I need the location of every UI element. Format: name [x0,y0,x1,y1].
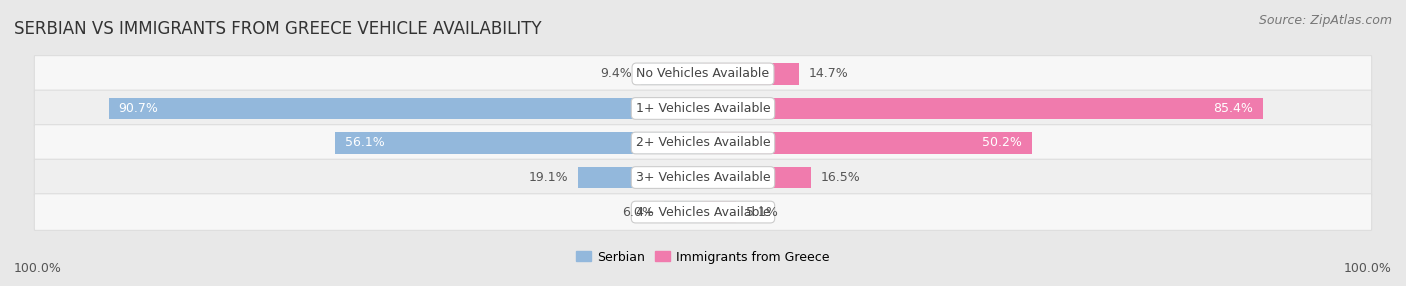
Text: 6.0%: 6.0% [621,206,654,219]
Bar [108,98,703,119]
Bar [336,132,703,154]
Text: 9.4%: 9.4% [600,67,631,80]
Text: 14.7%: 14.7% [808,67,849,80]
Text: 50.2%: 50.2% [983,136,1022,150]
Text: 3+ Vehicles Available: 3+ Vehicles Available [636,171,770,184]
Legend: Serbian, Immigrants from Greece: Serbian, Immigrants from Greece [571,246,835,269]
Text: Source: ZipAtlas.com: Source: ZipAtlas.com [1258,14,1392,27]
Text: 56.1%: 56.1% [346,136,385,150]
Bar [703,132,1032,154]
Text: 4+ Vehicles Available: 4+ Vehicles Available [636,206,770,219]
Bar [703,98,1263,119]
Text: 1+ Vehicles Available: 1+ Vehicles Available [636,102,770,115]
Text: 16.5%: 16.5% [821,171,860,184]
FancyBboxPatch shape [34,194,1372,231]
Text: 5.1%: 5.1% [747,206,778,219]
Text: 90.7%: 90.7% [118,102,159,115]
Text: SERBIAN VS IMMIGRANTS FROM GREECE VEHICLE AVAILABILITY: SERBIAN VS IMMIGRANTS FROM GREECE VEHICL… [14,20,541,38]
FancyBboxPatch shape [34,125,1372,161]
Bar [641,63,703,85]
Bar [703,201,737,223]
FancyBboxPatch shape [34,55,1372,92]
Text: 100.0%: 100.0% [1344,262,1392,275]
Bar [578,167,703,188]
Text: 85.4%: 85.4% [1213,102,1253,115]
Text: 100.0%: 100.0% [14,262,62,275]
Bar [703,167,811,188]
FancyBboxPatch shape [34,90,1372,127]
Text: No Vehicles Available: No Vehicles Available [637,67,769,80]
FancyBboxPatch shape [34,159,1372,196]
Bar [664,201,703,223]
Text: 19.1%: 19.1% [529,171,568,184]
Bar [703,63,800,85]
Text: 2+ Vehicles Available: 2+ Vehicles Available [636,136,770,150]
